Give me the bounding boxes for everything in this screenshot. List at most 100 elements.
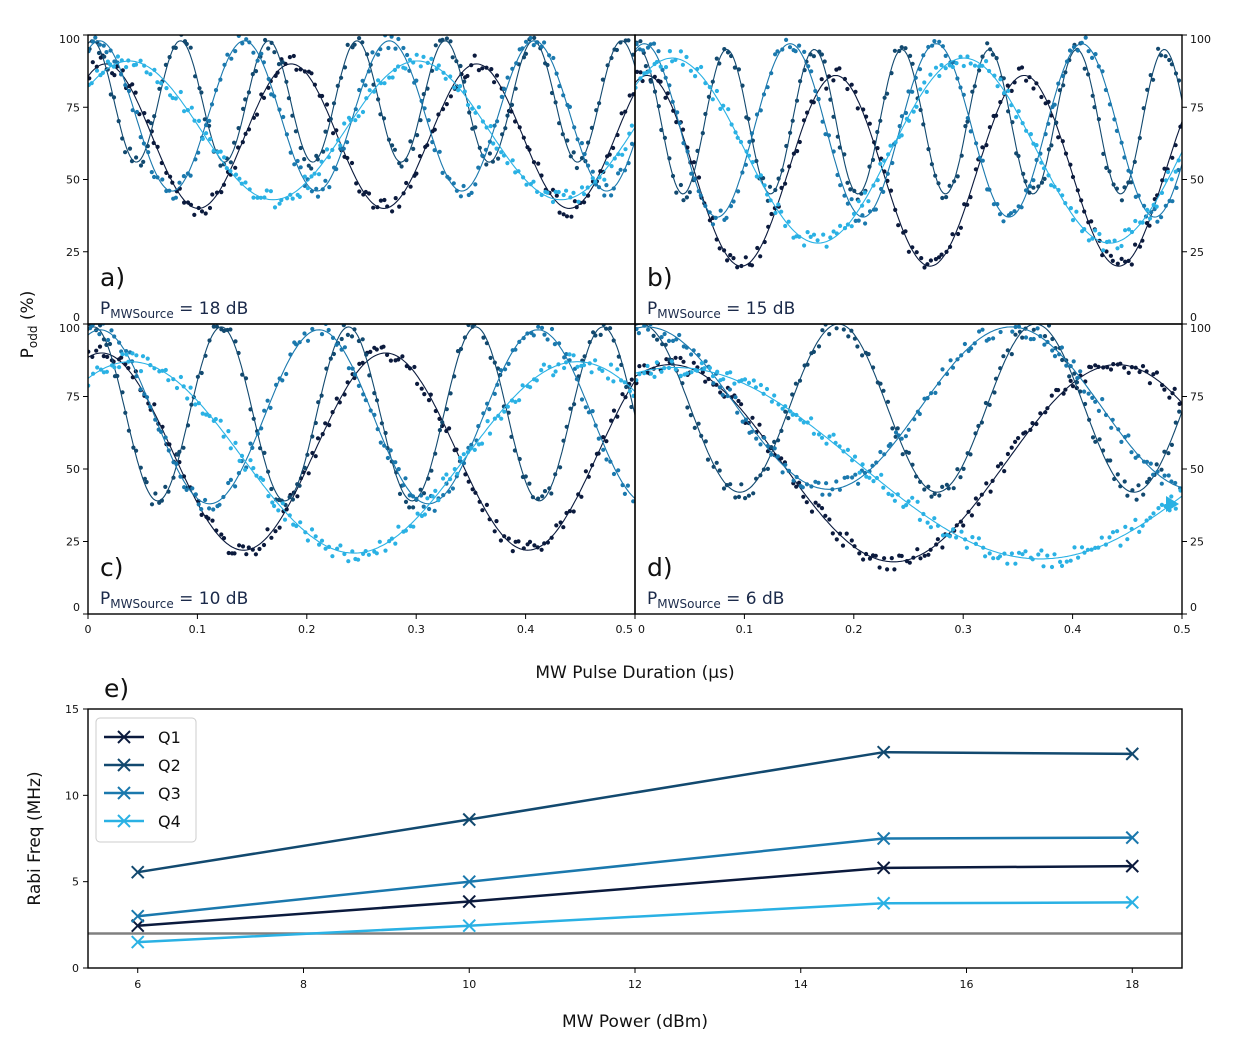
data-point-q4: [1016, 109, 1021, 114]
data-point-q2: [96, 50, 102, 56]
data-point-q1: [232, 551, 237, 556]
data-point-q3: [856, 481, 861, 486]
data-point-q3: [784, 37, 789, 43]
data-point-q3: [590, 409, 595, 414]
data-point-q1: [465, 73, 470, 79]
data-point-q2: [845, 180, 850, 185]
data-point-q3: [1067, 48, 1073, 53]
data-point-q2: [1122, 479, 1127, 484]
data-point-q4: [316, 172, 322, 177]
data-point-q3: [292, 162, 297, 167]
data-point-q1: [1039, 94, 1044, 100]
data-point-q2: [692, 425, 697, 430]
data-point-q3: [451, 181, 456, 186]
data-point-q2: [444, 36, 449, 41]
data-point-q3: [625, 483, 631, 488]
marker-stroke: [131, 935, 145, 949]
data-point-q3: [677, 332, 682, 338]
data-point-q2: [540, 494, 545, 499]
data-point-q2: [421, 491, 427, 496]
data-point-q4: [94, 68, 100, 73]
data-point-q1: [244, 552, 249, 557]
data-point-q4: [965, 54, 970, 59]
data-point-q3: [1031, 336, 1036, 342]
data-point-q1: [936, 255, 942, 260]
data-point-q1: [837, 531, 843, 536]
data-point-q2: [458, 63, 463, 69]
panel-power-label-c: PMWSource = 10 dB: [100, 589, 248, 611]
data-point-q3: [268, 405, 273, 410]
data-point-q3: [727, 387, 733, 392]
data-point-q3: [182, 485, 187, 490]
data-point-q4: [1112, 238, 1117, 243]
x-tick-label: 0.4: [1064, 623, 1082, 636]
data-point-q2: [253, 69, 259, 74]
data-point-q3: [735, 410, 740, 415]
data-point-q3: [1173, 480, 1178, 486]
data-point-q4: [615, 367, 620, 372]
data-point-q4: [553, 189, 558, 194]
data-point-q3: [640, 48, 646, 53]
data-point-q4: [943, 66, 948, 71]
data-point-q1: [658, 79, 663, 84]
data-point-q4: [629, 123, 635, 128]
data-point-q1: [691, 160, 697, 165]
data-point-q4: [1145, 207, 1150, 212]
data-point-q4: [268, 189, 273, 194]
data-point-q1: [604, 439, 609, 444]
data-point-q1: [261, 95, 267, 100]
data-point-q4: [1119, 243, 1124, 249]
data-point-q1: [906, 249, 912, 254]
panel-content-a: [88, 35, 635, 219]
data-point-q4: [669, 359, 674, 364]
data-point-q4: [764, 386, 770, 392]
data-point-q3: [775, 454, 781, 459]
data-point-q4: [396, 524, 401, 529]
data-point-q4: [954, 61, 959, 66]
data-point-q1: [1108, 367, 1114, 372]
data-point-q1: [583, 469, 589, 474]
data-point-q1: [1177, 401, 1182, 406]
data-point-q1: [1009, 88, 1014, 93]
data-point-q2: [1167, 57, 1172, 63]
data-point-q4: [387, 75, 392, 80]
y-tick-label: 0: [72, 962, 79, 975]
data-point-q2: [890, 426, 895, 431]
data-point-q4: [266, 494, 271, 499]
data-point-q1: [620, 392, 625, 397]
data-point-q1: [834, 537, 839, 542]
data-point-q2: [433, 43, 438, 48]
data-point-q4: [940, 533, 946, 538]
data-point-q2: [484, 162, 489, 167]
data-point-q4: [950, 64, 955, 70]
data-point-q3: [1042, 342, 1047, 347]
data-point-q4: [374, 551, 379, 556]
data-point-q1: [1049, 393, 1054, 398]
data-point-q4: [685, 371, 690, 376]
x-tick-label: 14: [794, 978, 808, 991]
data-point-q4: [561, 192, 566, 198]
data-point-q1: [349, 160, 355, 166]
data-point-q3: [720, 392, 725, 398]
data-point-q4: [1097, 231, 1102, 237]
data-point-q4: [95, 365, 100, 370]
data-point-q3: [492, 391, 497, 396]
data-point-q3: [403, 476, 408, 481]
data-point-q3: [393, 460, 398, 465]
data-point-q3: [1050, 348, 1055, 353]
data-point-q4: [802, 243, 807, 248]
data-point-q3: [838, 183, 843, 188]
y-tick-label: 100: [1190, 33, 1211, 46]
panel-frame-b: [634, 34, 1183, 325]
data-point-q3: [233, 49, 238, 54]
data-point-q3: [188, 173, 193, 178]
x-tick-label: 0.1: [189, 623, 207, 636]
x-tick-label: 0.1: [736, 623, 754, 636]
data-point-q2: [678, 182, 684, 188]
data-point-q3: [177, 180, 182, 185]
data-point-q4: [204, 412, 209, 417]
data-point-q2: [608, 326, 613, 331]
data-point-q4: [338, 143, 343, 148]
data-point-q4: [779, 209, 784, 214]
data-point-q3: [1002, 319, 1006, 323]
